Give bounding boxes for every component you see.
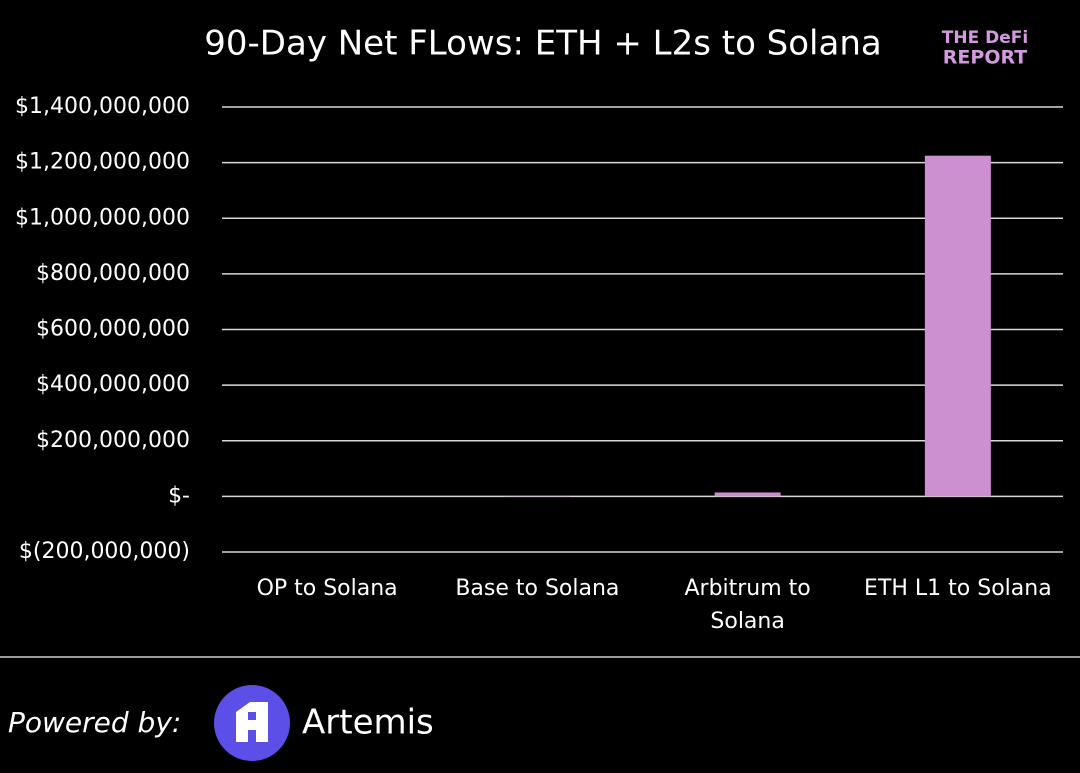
y-tick-label: $1,200,000,000 — [15, 150, 190, 175]
y-tick-label: $800,000,000 — [36, 261, 190, 286]
provider-logo-glyph — [236, 702, 268, 742]
y-tick-label: $200,000,000 — [36, 428, 190, 453]
y-tick-label: $(200,000,000) — [19, 539, 190, 564]
y-tick-label: $1,000,000,000 — [15, 205, 190, 230]
chart-title: 90-Day Net FLows: ETH + L2s to Solana — [204, 24, 881, 64]
logo-top: THE DeFi — [942, 28, 1028, 48]
y-tick-label: $1,400,000,000 — [15, 94, 190, 119]
x-tick-label: Arbitrum to Solana — [684, 576, 811, 634]
bar — [714, 492, 781, 497]
y-tick-label: $- — [168, 483, 190, 508]
provider-name: Artemis — [302, 703, 434, 743]
y-tick-label: $600,000,000 — [36, 317, 190, 342]
bar — [924, 155, 991, 497]
x-tick-label: OP to Solana — [256, 576, 398, 601]
x-tick-label: Base to Solana — [455, 576, 620, 601]
y-tick-label: $400,000,000 — [36, 372, 190, 397]
x-tick-label: ETH L1 to Solana — [864, 576, 1052, 601]
powered-by: Powered by: — [8, 706, 181, 739]
logo-bottom: REPORT — [943, 47, 1027, 69]
